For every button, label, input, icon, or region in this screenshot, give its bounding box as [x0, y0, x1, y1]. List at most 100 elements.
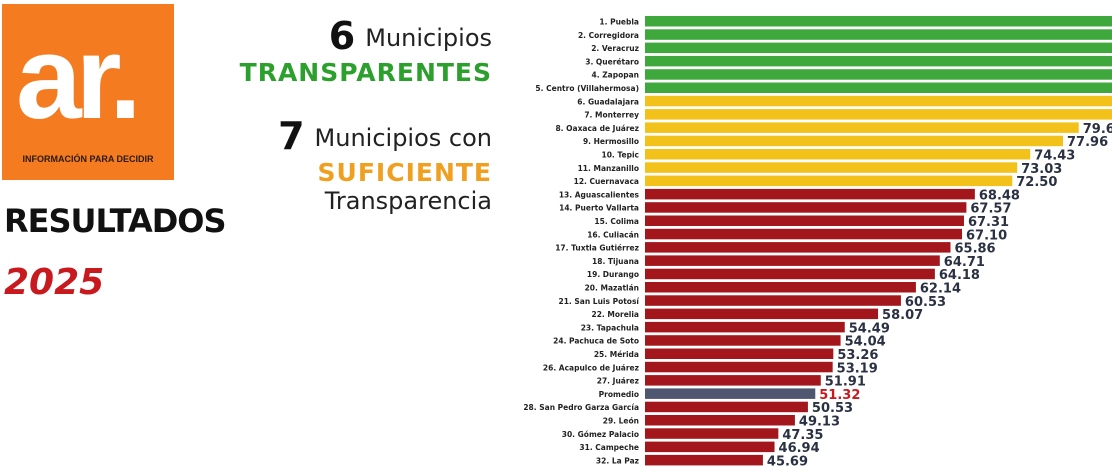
- bar-20: [645, 282, 916, 293]
- value-label: 58.07: [882, 308, 923, 323]
- headline-sufficient: 7 Municipios con SUFICIENTE Transparencia: [278, 114, 492, 215]
- category-label: 4. Zapopan: [592, 71, 639, 80]
- value-label: 53.26: [837, 348, 878, 363]
- category-label: 23. Tapachula: [581, 323, 639, 332]
- bar-5: [645, 82, 1112, 93]
- category-label: 31. Campeche: [579, 443, 639, 452]
- bar-2: [645, 42, 1112, 54]
- category-label: 5. Centro (Villahermosa): [535, 84, 639, 93]
- value-label: 51.91: [825, 375, 866, 390]
- value-label: 65.86: [954, 242, 995, 257]
- category-label: 25. Mérida: [594, 350, 639, 359]
- sufficient-count: 7: [278, 114, 305, 158]
- logo: ar. INFORMACIÓN PARA DECIDIR: [2, 4, 174, 180]
- results-year: 2025: [4, 262, 105, 303]
- value-label: 79.65: [1083, 122, 1112, 137]
- bar-31: [645, 428, 779, 439]
- value-label: 46.94: [779, 441, 820, 456]
- sufficient-category: SUFICIENTE: [317, 158, 492, 187]
- category-label: 10. Tepic: [602, 151, 640, 160]
- sufficient-label: Municipios con: [314, 124, 492, 152]
- bar-8: [645, 122, 1079, 133]
- value-label: 67.57: [970, 202, 1011, 217]
- bar-6: [645, 95, 1112, 107]
- category-label: 17. Tuxtla Gutiérrez: [555, 244, 639, 253]
- category-label: Promedio: [599, 390, 639, 399]
- bar-15: [645, 215, 964, 226]
- category-label: 12. Cuernavaca: [574, 177, 639, 186]
- value-label: 62.14: [920, 282, 961, 297]
- value-label: 60.53: [905, 295, 946, 310]
- category-label: 18. Tijuana: [592, 257, 639, 266]
- category-label: 19. Durango: [587, 270, 639, 279]
- bar-19: [645, 268, 935, 280]
- bar-27: [645, 375, 821, 386]
- bar-33: [645, 454, 763, 466]
- category-label: 13. Aguascalientes: [559, 190, 640, 199]
- bar-1: [645, 29, 1112, 40]
- category-label: 7. Monterrey: [584, 111, 639, 120]
- category-label: 28. San Pedro Garza García: [523, 403, 639, 412]
- bar-23: [645, 321, 845, 333]
- bar-4: [645, 69, 1112, 80]
- value-label: 45.69: [767, 454, 808, 469]
- value-label: 74.43: [1034, 149, 1075, 164]
- category-label: 2. Veracruz: [591, 44, 639, 53]
- bar-28: [645, 388, 816, 399]
- value-label: 67.31: [968, 215, 1009, 230]
- bar-29: [645, 401, 808, 413]
- category-label: 9. Hermosillo: [583, 137, 639, 146]
- category-label: 6. Guadalajara: [577, 97, 639, 106]
- results-title: RESULTADOS: [4, 202, 227, 240]
- value-label: 64.71: [944, 255, 985, 270]
- headline-transparent: 6 Municipios TRANSPARENTES: [240, 14, 492, 87]
- bar-21: [645, 295, 901, 306]
- logo-mark: ar.: [16, 12, 142, 144]
- transparent-count: 6: [328, 14, 356, 58]
- bar-7: [645, 109, 1112, 120]
- category-label: 21. San Luis Potosí: [559, 297, 640, 306]
- value-label: 68.48: [979, 188, 1020, 203]
- logo-tagline: INFORMACIÓN PARA DECIDIR: [22, 154, 154, 164]
- bar-12: [645, 175, 1013, 187]
- bar-9: [645, 135, 1064, 147]
- category-label: 8. Oaxaca de Juárez: [555, 124, 639, 133]
- bar-0: [645, 16, 1112, 27]
- category-label: 27. Juárez: [597, 377, 639, 386]
- category-label: 16. Culiacán: [587, 230, 639, 239]
- category-label: 14. Puerto Vallarta: [559, 204, 639, 213]
- value-label: 72.50: [1016, 175, 1057, 190]
- value-label: 54.04: [845, 335, 886, 350]
- value-label: 77.96: [1067, 135, 1108, 150]
- value-label: 73.03: [1021, 162, 1062, 177]
- bar-10: [645, 149, 1031, 160]
- value-label: 47.35: [782, 428, 823, 443]
- category-label: 22. Morelia: [591, 310, 639, 319]
- bar-32: [645, 441, 775, 453]
- bar-22: [645, 308, 879, 320]
- bar-24: [645, 335, 841, 346]
- category-label: 30. Gómez Palacio: [562, 430, 639, 439]
- transparent-label: Municipios: [365, 24, 492, 52]
- sufficient-suffix: Transparencia: [324, 187, 492, 215]
- bar-26: [645, 361, 833, 373]
- category-label: 20. Mazatlán: [585, 284, 639, 293]
- value-label: 49.13: [799, 415, 840, 430]
- bar-11: [645, 162, 1018, 173]
- bar-14: [645, 202, 967, 213]
- category-label: 2. Corregidora: [578, 31, 639, 40]
- bar-30: [645, 415, 795, 426]
- category-label: 24. Pachuca de Soto: [553, 337, 639, 346]
- category-label: 26. Acapulco de Juárez: [543, 363, 639, 372]
- category-label: 29. León: [603, 417, 639, 426]
- category-label: 32. La Paz: [596, 456, 639, 465]
- category-label: 15. Colima: [594, 217, 639, 226]
- transparent-category: TRANSPARENTES: [239, 58, 492, 87]
- value-label: 50.53: [812, 401, 853, 416]
- bar-18: [645, 255, 940, 266]
- category-label: 11. Manzanillo: [578, 164, 639, 173]
- bar-3: [645, 55, 1112, 67]
- bar-25: [645, 348, 834, 359]
- value-label: 53.19: [837, 361, 878, 376]
